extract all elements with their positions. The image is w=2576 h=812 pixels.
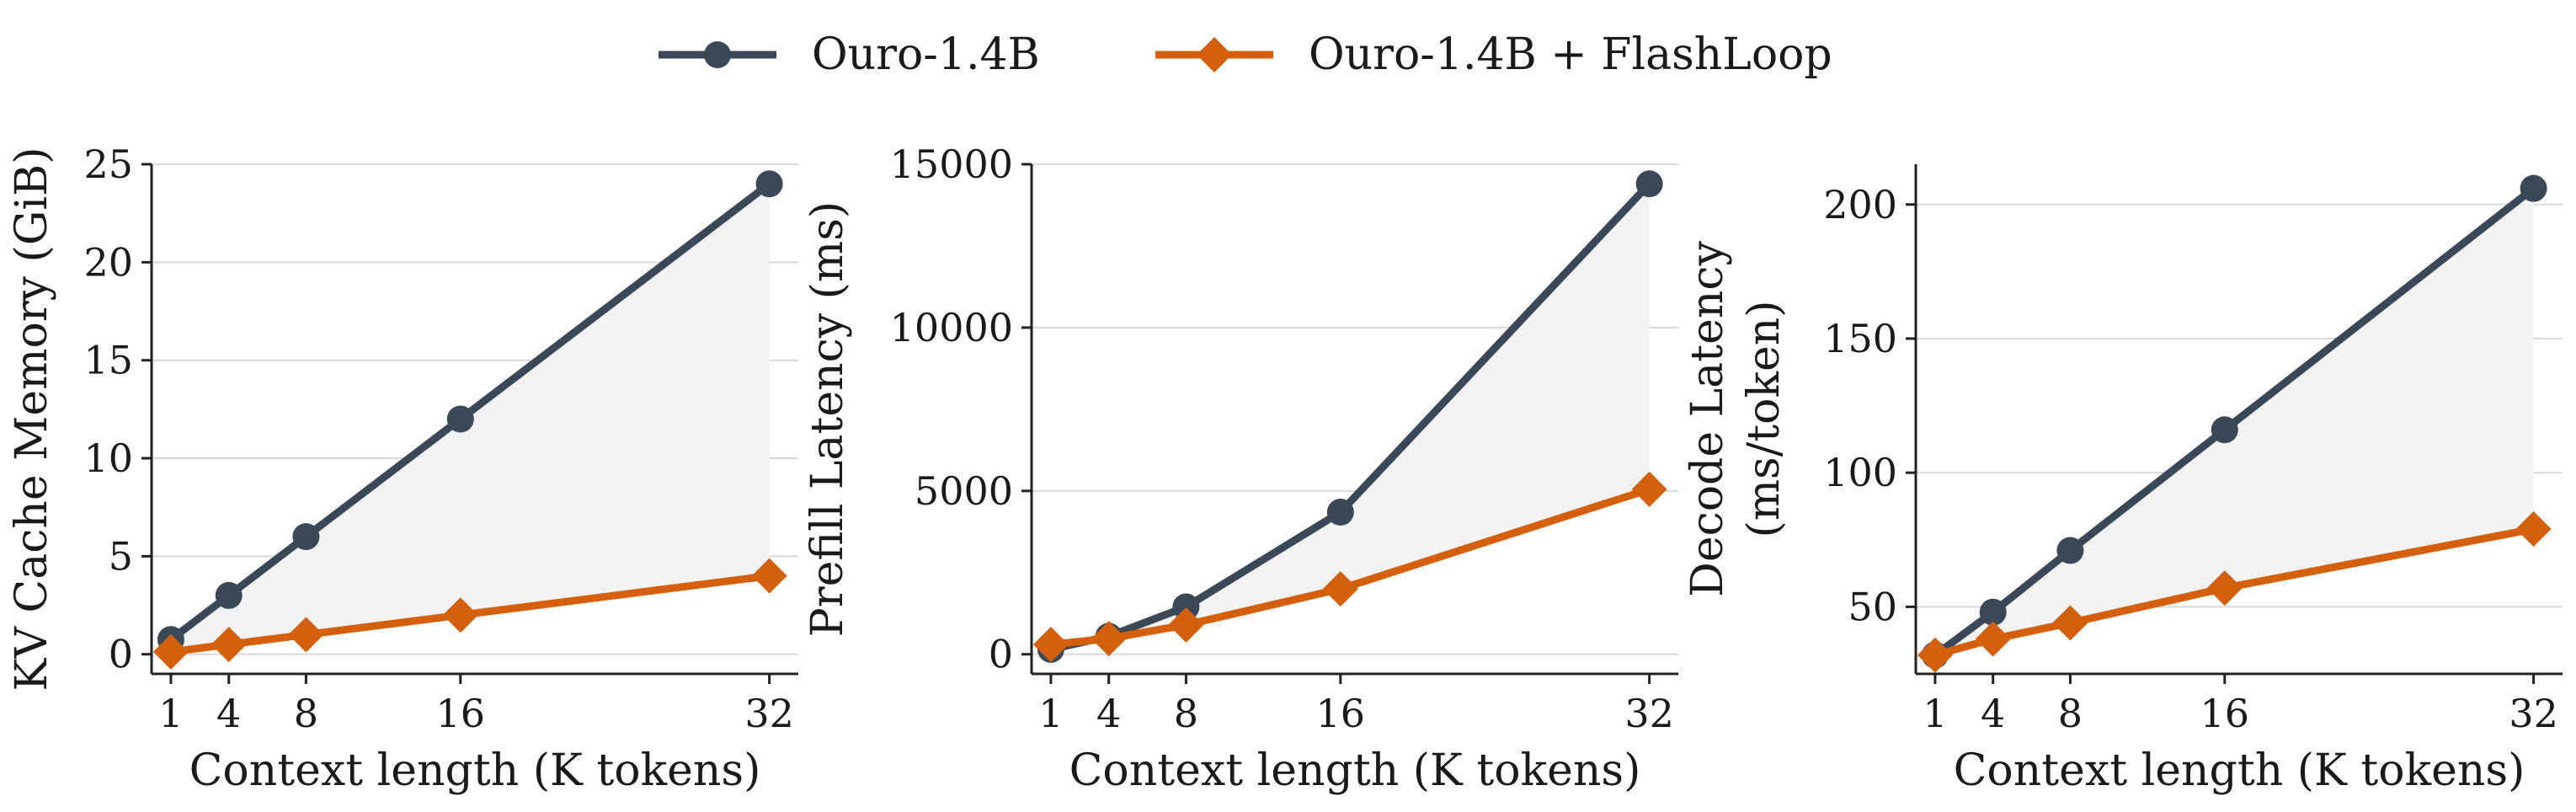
legend-marker bbox=[704, 41, 731, 68]
y-tick-label: 100 bbox=[1823, 450, 1897, 495]
data-point-ouro bbox=[215, 581, 243, 609]
x-tick-label: 16 bbox=[436, 691, 486, 736]
x-axis-label: Context length (K tokens) bbox=[189, 745, 761, 796]
x-tick-label: 32 bbox=[1624, 691, 1674, 736]
data-point-flashloop bbox=[1975, 621, 2011, 657]
data-point-ouro bbox=[2211, 416, 2238, 444]
y-tick-label: 5 bbox=[109, 533, 133, 579]
data-point-flashloop bbox=[2052, 605, 2088, 641]
y-tick-label: 20 bbox=[83, 239, 133, 285]
x-tick-label: 1 bbox=[1923, 691, 1947, 736]
x-axis-label: Context length (K tokens) bbox=[1954, 745, 2525, 796]
x-tick-label: 1 bbox=[158, 691, 183, 736]
x-tick-label: 32 bbox=[2509, 691, 2558, 736]
x-tick-label: 8 bbox=[294, 691, 318, 736]
data-point-ouro bbox=[1979, 598, 2007, 626]
y-tick-label: 5000 bbox=[915, 468, 1013, 514]
x-tick-label: 8 bbox=[1174, 691, 1198, 736]
legend-label: Ouro-1.4B bbox=[812, 29, 1040, 80]
legend: Ouro-1.4B Ouro-1.4B + FlashLoop bbox=[659, 29, 1832, 80]
gap-fill bbox=[1050, 184, 1650, 649]
x-axis-label: Context length (K tokens) bbox=[1069, 745, 1641, 796]
panel-kv-cache-memory: 0 5 10 15 20 25 1 4 8 16 32 Context length (K token… bbox=[7, 142, 798, 796]
gap-fill bbox=[1934, 188, 2534, 655]
legend-label: Ouro-1.4B + FlashLoop bbox=[1309, 29, 1832, 80]
data-point-ouro bbox=[446, 405, 474, 433]
data-point-flashloop bbox=[751, 558, 787, 594]
y-tick-label: 15 bbox=[83, 338, 133, 383]
x-tick-label: 16 bbox=[2200, 691, 2250, 736]
data-point-flashloop bbox=[442, 597, 478, 633]
x-tick-label: 1 bbox=[1038, 691, 1063, 736]
x-tick-label: 4 bbox=[1981, 691, 2005, 736]
y-tick-label: 15000 bbox=[890, 142, 1013, 187]
data-point-flashloop bbox=[211, 627, 247, 663]
data-point-flashloop bbox=[152, 633, 189, 670]
data-point-ouro bbox=[1326, 499, 1354, 526]
panel-decode-latency: 50 100 150 200 1 4 8 16 32 Context length (K toke… bbox=[1683, 164, 2563, 796]
x-tick-label: 4 bbox=[1096, 691, 1121, 736]
data-point-flashloop bbox=[1322, 571, 1358, 607]
data-point-flashloop bbox=[1091, 621, 1127, 657]
y-tick-label: 10000 bbox=[890, 305, 1013, 350]
y-tick-label: 10 bbox=[83, 435, 133, 481]
data-point-flashloop bbox=[2206, 570, 2243, 606]
data-point-flashloop bbox=[1917, 637, 1953, 673]
y-axis-label: Decode Latency bbox=[1683, 241, 1733, 597]
x-tick-label: 4 bbox=[216, 691, 241, 736]
panel-prefill-latency: 0 5000 10000 15000 1 4 8 16 32 Context length (K … bbox=[803, 142, 1678, 796]
y-axis-label: (ms/token) bbox=[1739, 300, 1789, 537]
data-point-flashloop bbox=[1168, 606, 1204, 643]
legend-marker bbox=[1197, 37, 1232, 72]
y-tick-label: 150 bbox=[1823, 316, 1897, 361]
y-axis-label: Prefill Latency (ms) bbox=[803, 201, 853, 637]
x-tick-label: 32 bbox=[744, 691, 794, 736]
y-tick-label: 25 bbox=[83, 142, 133, 187]
x-tick-label: 16 bbox=[1316, 691, 1366, 736]
data-point-flashloop bbox=[2515, 511, 2552, 548]
data-point-flashloop bbox=[1631, 471, 1667, 507]
y-axis-label: KV Cache Memory (GiB) bbox=[7, 147, 57, 692]
legend-entry: Ouro-1.4B + FlashLoop bbox=[1155, 29, 1832, 80]
data-point-ouro bbox=[292, 523, 320, 551]
data-point-ouro bbox=[1635, 170, 1663, 198]
y-tick-label: 0 bbox=[989, 632, 1013, 677]
y-tick-label: 200 bbox=[1823, 182, 1897, 227]
data-point-flashloop bbox=[288, 617, 324, 653]
data-point-ouro bbox=[2520, 174, 2547, 202]
data-point-ouro bbox=[2056, 537, 2084, 564]
data-point-flashloop bbox=[1032, 627, 1069, 663]
data-point-ouro bbox=[1172, 593, 1200, 621]
y-tick-label: 50 bbox=[1848, 584, 1897, 629]
data-point-ouro bbox=[755, 170, 783, 198]
x-tick-label: 8 bbox=[2058, 691, 2083, 736]
y-tick-label: 0 bbox=[109, 632, 133, 677]
legend-entry: Ouro-1.4B bbox=[659, 29, 1040, 80]
